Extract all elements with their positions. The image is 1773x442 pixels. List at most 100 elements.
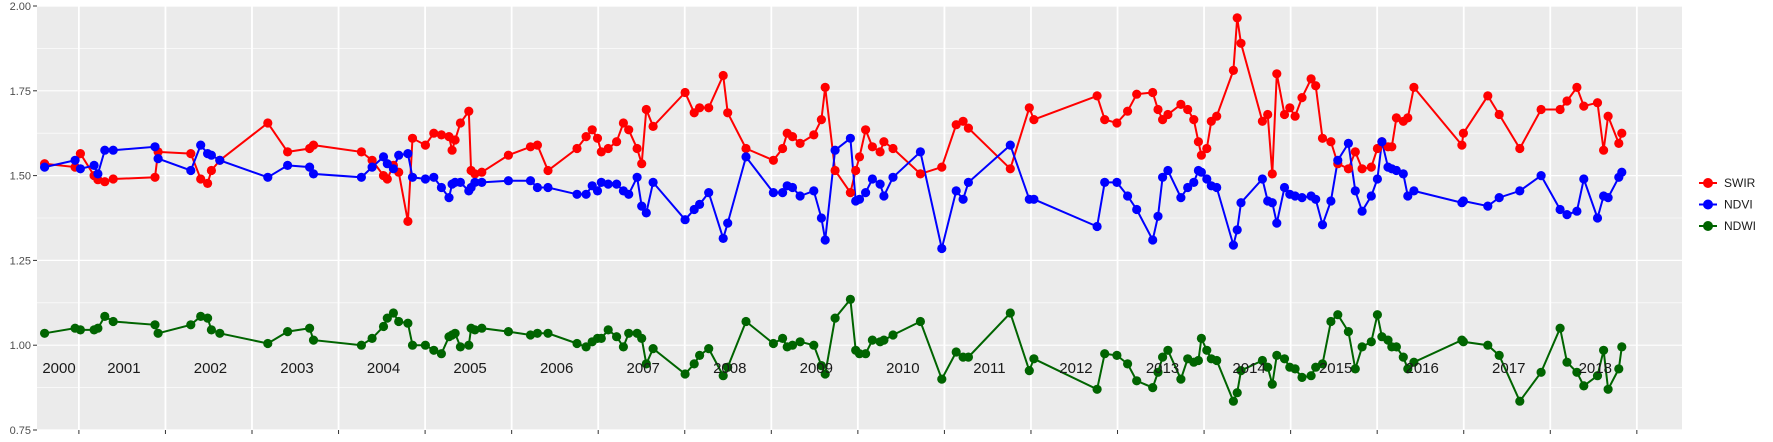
point-ndvi	[1403, 191, 1413, 201]
point-ndvi	[1458, 196, 1468, 206]
legend-key-point	[1703, 178, 1713, 188]
point-ndwi	[1383, 335, 1393, 345]
point-swir	[1232, 13, 1242, 23]
point-ndwi	[1357, 342, 1367, 352]
point-swir	[1176, 99, 1186, 109]
point-ndwi	[1176, 374, 1186, 384]
point-swir	[1148, 87, 1158, 98]
point-swir	[648, 121, 658, 131]
point-ndvi	[477, 177, 487, 187]
point-ndvi	[1189, 177, 1199, 187]
point-ndvi	[641, 208, 651, 218]
point-swir	[1029, 115, 1039, 125]
point-ndwi	[809, 340, 819, 350]
year-label: 2006	[540, 360, 573, 377]
legend-key-point	[1703, 199, 1713, 210]
point-ndwi	[641, 359, 651, 369]
point-swir	[1614, 138, 1624, 148]
point-ndvi	[1132, 204, 1142, 215]
point-ndvi	[308, 169, 319, 179]
point-ndvi	[951, 186, 961, 196]
year-label: 2015	[1319, 360, 1352, 377]
point-ndwi	[429, 345, 439, 355]
year-label: 2008	[713, 360, 746, 377]
point-swir	[1409, 82, 1419, 92]
point-ndwi	[581, 342, 591, 352]
point-ndwi	[1228, 396, 1238, 406]
point-ndwi	[196, 311, 206, 321]
point-ndwi	[1350, 364, 1360, 374]
point-swir	[795, 138, 805, 148]
point-swir	[718, 70, 728, 81]
point-ndvi	[1366, 191, 1376, 201]
point-ndwi	[532, 328, 543, 338]
point-swir	[206, 165, 216, 176]
point-ndvi	[648, 177, 658, 187]
point-swir	[1112, 118, 1122, 128]
point-ndvi	[436, 182, 446, 193]
point-swir	[879, 137, 889, 147]
point-ndwi	[1617, 342, 1627, 352]
point-ndwi	[215, 328, 225, 338]
point-ndvi	[525, 176, 536, 186]
y-axis: 0.75 1.00 1.25 1.50 1.75 2.00	[10, 1, 37, 437]
year-label: 2010	[886, 360, 919, 377]
point-swir	[1515, 143, 1525, 154]
point-ndvi	[532, 182, 543, 193]
point-ndwi	[680, 369, 690, 379]
point-ndvi	[70, 155, 80, 165]
point-ndwi	[407, 340, 418, 350]
point-ndwi	[1272, 350, 1282, 360]
point-swir	[420, 140, 430, 150]
point-ndvi	[100, 145, 110, 155]
point-ndvi	[388, 164, 398, 174]
point-ndwi	[1202, 345, 1212, 355]
point-ndwi	[1599, 345, 1609, 355]
point-swir	[1163, 109, 1173, 120]
point-ndvi	[1112, 177, 1122, 187]
y-tick-label: 1.25	[10, 255, 31, 267]
point-ndvi	[795, 191, 805, 201]
point-ndwi	[1148, 383, 1158, 393]
year-label: 2016	[1406, 360, 1439, 377]
point-ndwi	[283, 327, 293, 337]
point-ndwi	[888, 330, 898, 340]
point-swir	[596, 147, 606, 157]
point-ndvi	[778, 188, 788, 198]
point-ndvi	[1494, 193, 1504, 203]
series-points	[40, 13, 1627, 406]
point-ndwi	[867, 335, 878, 345]
point-ndwi	[1153, 367, 1163, 377]
point-ndvi	[879, 191, 889, 201]
point-ndwi	[795, 337, 805, 347]
year-label: 2017	[1492, 360, 1525, 377]
grid-lines	[37, 5, 1682, 431]
point-swir	[1366, 162, 1376, 172]
point-ndvi	[875, 179, 885, 189]
point-swir	[1592, 98, 1603, 108]
point-ndwi	[1112, 350, 1122, 360]
point-ndwi	[1132, 376, 1142, 386]
point-ndwi	[596, 333, 606, 343]
point-swir	[1317, 133, 1328, 143]
year-label: 2001	[107, 360, 140, 377]
point-swir	[1357, 164, 1367, 174]
point-ndvi	[723, 218, 733, 228]
point-ndwi	[477, 323, 487, 333]
point-ndwi	[356, 340, 366, 350]
point-ndvi	[704, 188, 714, 198]
point-ndwi	[723, 362, 733, 372]
point-ndvi	[1536, 171, 1546, 181]
point-ndvi	[888, 172, 898, 182]
point-swir	[1372, 143, 1382, 154]
point-swir	[1326, 137, 1336, 147]
point-swir	[1617, 128, 1627, 138]
point-swir	[1202, 143, 1212, 154]
point-swir	[1306, 74, 1316, 84]
point-ndvi	[1176, 193, 1186, 203]
point-ndwi	[470, 325, 480, 335]
point-ndwi	[1555, 323, 1565, 333]
point-ndwi	[464, 340, 474, 350]
point-ndvi	[572, 189, 582, 199]
point-swir	[308, 140, 319, 150]
